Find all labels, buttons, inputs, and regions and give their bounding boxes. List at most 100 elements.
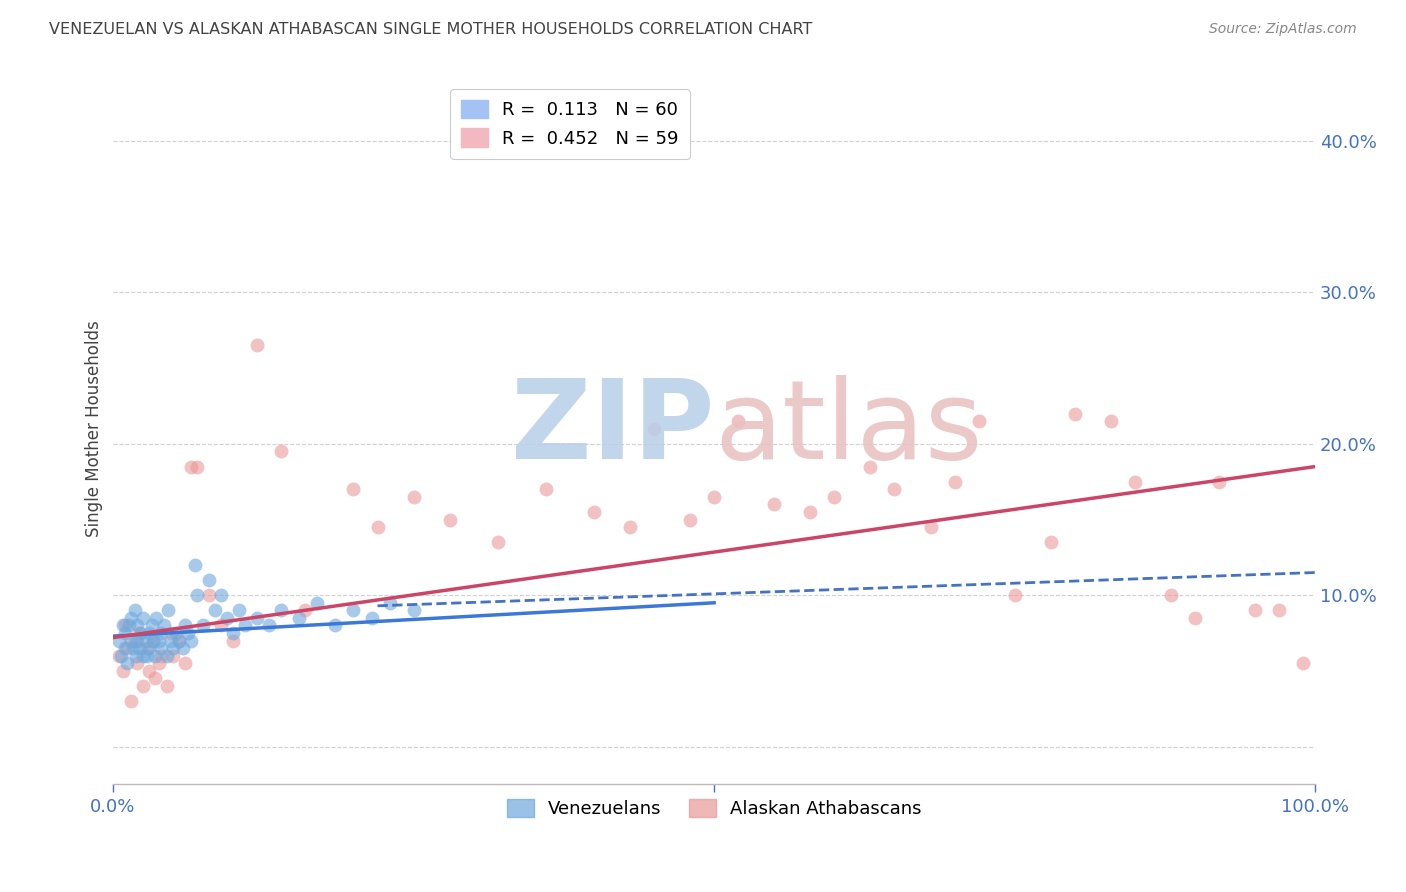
Point bbox=[233, 618, 256, 632]
Point bbox=[111, 618, 134, 632]
Point bbox=[120, 611, 142, 625]
Point bbox=[122, 641, 145, 656]
Point bbox=[125, 648, 148, 663]
Point bbox=[150, 626, 173, 640]
Point bbox=[222, 633, 245, 648]
Point bbox=[186, 588, 208, 602]
Point bbox=[132, 611, 155, 625]
Point bbox=[159, 633, 181, 648]
Point bbox=[150, 641, 173, 656]
Point bbox=[619, 520, 641, 534]
Point bbox=[204, 603, 226, 617]
Point bbox=[270, 444, 292, 458]
Point bbox=[135, 641, 157, 656]
Point bbox=[679, 512, 702, 526]
Point bbox=[367, 520, 389, 534]
Point bbox=[162, 648, 184, 663]
Point bbox=[138, 664, 160, 678]
Point bbox=[217, 611, 239, 625]
Point bbox=[124, 633, 146, 648]
Point bbox=[198, 588, 221, 602]
Point bbox=[883, 482, 905, 496]
Point bbox=[117, 641, 139, 656]
Point bbox=[799, 505, 821, 519]
Point bbox=[402, 603, 425, 617]
Point bbox=[108, 633, 131, 648]
Point bbox=[127, 618, 149, 632]
Point bbox=[270, 603, 292, 617]
Point bbox=[162, 641, 184, 656]
Text: ZIP: ZIP bbox=[510, 376, 714, 483]
Point bbox=[184, 558, 207, 572]
Point bbox=[145, 611, 167, 625]
Text: Source: ZipAtlas.com: Source: ZipAtlas.com bbox=[1209, 22, 1357, 37]
Point bbox=[143, 648, 166, 663]
Point bbox=[246, 611, 269, 625]
Point bbox=[110, 648, 132, 663]
Point bbox=[143, 672, 166, 686]
Point bbox=[117, 657, 139, 671]
Point bbox=[859, 459, 882, 474]
Point bbox=[128, 626, 150, 640]
Point bbox=[132, 679, 155, 693]
Point bbox=[152, 618, 174, 632]
Point bbox=[534, 482, 557, 496]
Point bbox=[727, 414, 749, 428]
Point bbox=[288, 611, 311, 625]
Text: VENEZUELAN VS ALASKAN ATHABASCAN SINGLE MOTHER HOUSEHOLDS CORRELATION CHART: VENEZUELAN VS ALASKAN ATHABASCAN SINGLE … bbox=[49, 22, 813, 37]
Point bbox=[172, 641, 194, 656]
Point bbox=[141, 618, 163, 632]
Point bbox=[1160, 588, 1182, 602]
Point bbox=[1208, 475, 1230, 489]
Point bbox=[174, 657, 197, 671]
Point bbox=[124, 603, 146, 617]
Point bbox=[159, 626, 181, 640]
Point bbox=[134, 633, 156, 648]
Point bbox=[325, 618, 347, 632]
Point bbox=[1292, 657, 1315, 671]
Point bbox=[342, 603, 364, 617]
Point bbox=[1268, 603, 1291, 617]
Point bbox=[703, 490, 725, 504]
Point bbox=[180, 459, 202, 474]
Point bbox=[228, 603, 250, 617]
Point bbox=[118, 618, 141, 632]
Point bbox=[148, 657, 170, 671]
Point bbox=[967, 414, 990, 428]
Point bbox=[823, 490, 845, 504]
Point bbox=[167, 633, 190, 648]
Point bbox=[1123, 475, 1146, 489]
Point bbox=[1099, 414, 1122, 428]
Point bbox=[114, 618, 136, 632]
Point bbox=[114, 641, 136, 656]
Point bbox=[129, 626, 152, 640]
Point bbox=[157, 603, 180, 617]
Point bbox=[342, 482, 364, 496]
Legend: Venezuelans, Alaskan Athabascans: Venezuelans, Alaskan Athabascans bbox=[499, 791, 929, 825]
Point bbox=[186, 459, 208, 474]
Point bbox=[209, 588, 232, 602]
Point bbox=[156, 679, 179, 693]
Point bbox=[128, 641, 150, 656]
Point bbox=[156, 648, 179, 663]
Point bbox=[142, 633, 165, 648]
Point bbox=[582, 505, 605, 519]
Point bbox=[120, 694, 142, 708]
Point bbox=[943, 475, 966, 489]
Point bbox=[127, 657, 149, 671]
Point bbox=[142, 633, 165, 648]
Point bbox=[259, 618, 281, 632]
Point bbox=[643, 422, 665, 436]
Y-axis label: Single Mother Households: Single Mother Households bbox=[86, 320, 103, 537]
Point bbox=[198, 573, 221, 587]
Point bbox=[246, 338, 269, 352]
Point bbox=[222, 626, 245, 640]
Point bbox=[193, 618, 215, 632]
Point bbox=[167, 633, 190, 648]
Point bbox=[209, 618, 232, 632]
Point bbox=[439, 512, 461, 526]
Point bbox=[1004, 588, 1026, 602]
Point bbox=[402, 490, 425, 504]
Point bbox=[150, 648, 173, 663]
Point bbox=[114, 626, 136, 640]
